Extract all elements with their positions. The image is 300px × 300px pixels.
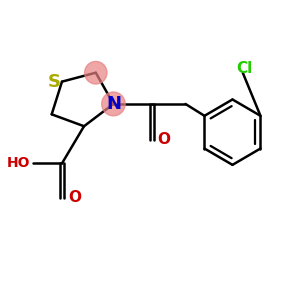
Text: O: O [68,190,81,205]
Circle shape [102,92,125,116]
Text: S: S [48,73,61,91]
Text: N: N [106,95,121,113]
Text: HO: HO [7,156,30,170]
Circle shape [85,61,107,84]
Text: O: O [158,132,170,147]
Text: Cl: Cl [236,61,252,76]
